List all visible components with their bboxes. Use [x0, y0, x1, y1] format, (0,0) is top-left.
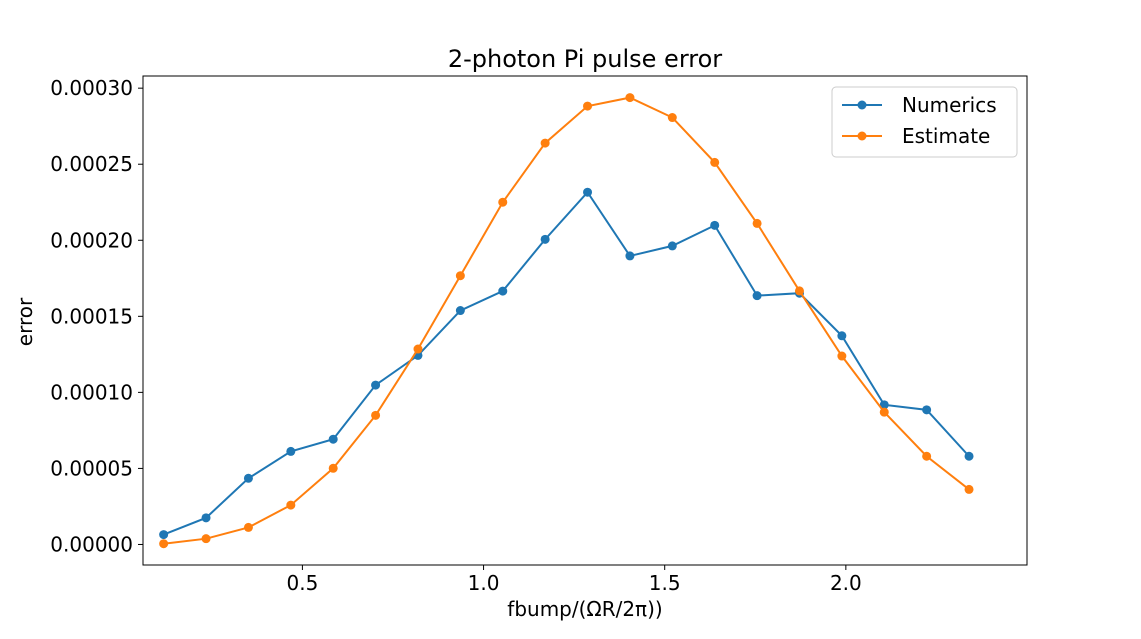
chart-title: 2-photon Pi pulse error [448, 45, 722, 73]
data-point-estimate [201, 534, 211, 544]
x-tick-label: 1.5 [649, 571, 681, 595]
data-point-estimate [243, 522, 253, 532]
data-point-numerics [625, 251, 635, 261]
x-tick-label: 1.0 [468, 571, 500, 595]
data-point-estimate [667, 113, 677, 123]
y-tick-label: 0.00010 [50, 380, 133, 404]
data-point-estimate [455, 271, 465, 281]
y-axis-label: error [13, 297, 37, 346]
data-point-numerics [922, 405, 932, 415]
data-point-numerics [243, 473, 253, 483]
data-point-numerics [455, 306, 465, 316]
data-point-numerics [540, 234, 550, 244]
data-point-estimate [625, 93, 635, 103]
data-point-estimate [413, 344, 423, 354]
data-point-estimate [794, 286, 804, 296]
data-point-numerics [879, 400, 889, 410]
series-line-numerics [163, 190, 970, 536]
data-point-estimate [710, 157, 720, 167]
data-point-estimate [879, 407, 889, 417]
data-point-estimate [286, 500, 296, 510]
data-point-estimate [540, 138, 550, 148]
legend-label: Estimate [902, 124, 990, 148]
legend-label: Numerics [902, 93, 997, 117]
series-line-estimate [163, 96, 970, 545]
data-point-estimate [371, 410, 381, 420]
data-point-numerics [286, 446, 296, 456]
data-point-estimate [964, 484, 974, 494]
legend-swatch-marker [857, 100, 867, 110]
y-tick-label: 0.00015 [50, 304, 133, 328]
data-point-numerics [328, 434, 338, 444]
x-tick-label: 2.0 [830, 571, 862, 595]
y-tick-label: 0.00020 [50, 228, 133, 252]
data-point-numerics [371, 380, 381, 390]
data-point-numerics [201, 513, 211, 523]
legend: Numerics Estimate [831, 86, 1018, 158]
data-point-numerics [964, 451, 974, 461]
data-point-numerics [837, 331, 847, 341]
data-point-numerics [752, 291, 762, 301]
axes-frame [142, 75, 1028, 566]
data-point-estimate [837, 351, 847, 361]
legend-swatch-marker [857, 131, 867, 141]
plot-area: 0.5 1.0 1.5 2.0 0.00000 0.00005 0.00010 0.00015… [50, 75, 1028, 595]
data-point-numerics [667, 241, 677, 251]
x-tick-label: 0.5 [287, 571, 319, 595]
data-point-estimate [328, 463, 338, 473]
data-point-estimate [498, 197, 508, 207]
y-tick-label: 0.00000 [50, 532, 133, 556]
y-tick-label: 0.00025 [50, 152, 133, 176]
data-point-estimate [922, 451, 932, 461]
data-point-estimate [583, 101, 593, 111]
data-point-numerics [710, 220, 720, 230]
y-tick-label: 0.00030 [50, 76, 133, 100]
data-point-numerics [498, 286, 508, 296]
y-tick-label: 0.00005 [50, 456, 133, 480]
data-point-numerics [583, 187, 593, 197]
data-point-numerics [159, 530, 169, 540]
x-axis-label: fbump/(ΩR/2π)) [507, 597, 662, 621]
data-point-estimate [159, 539, 169, 549]
data-point-estimate [752, 218, 762, 228]
